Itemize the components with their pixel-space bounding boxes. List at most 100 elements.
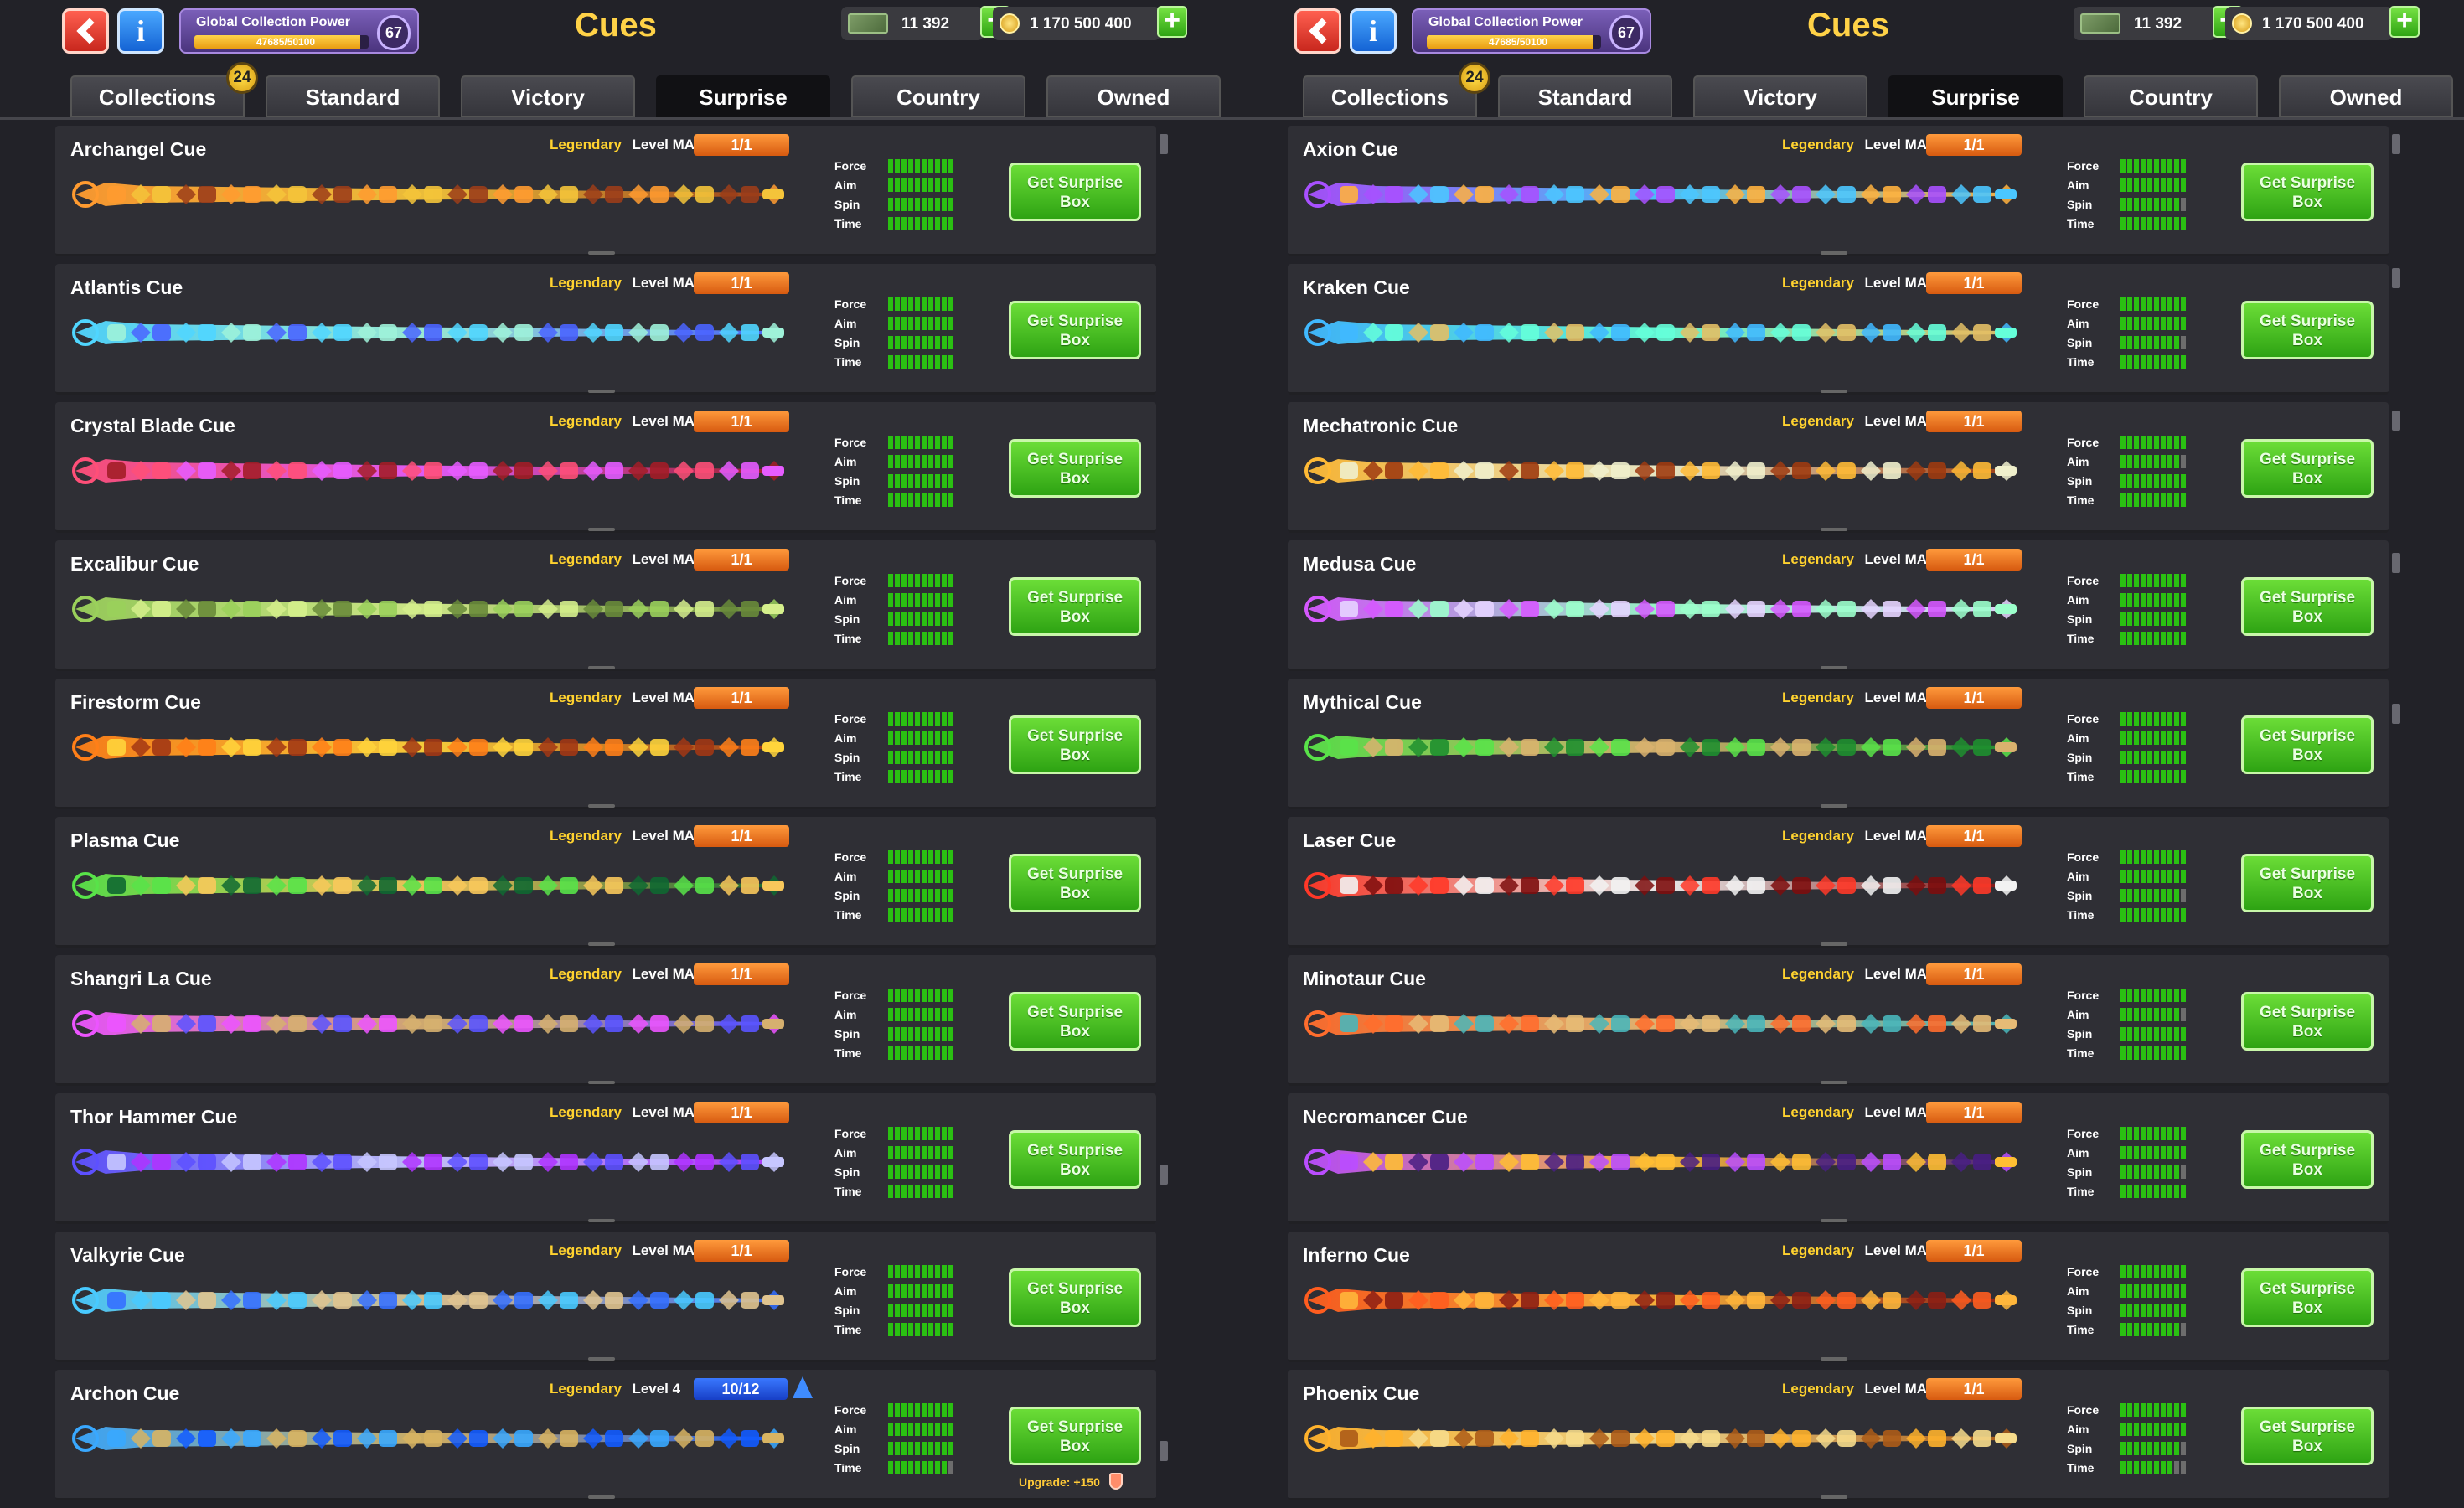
- drag-handle[interactable]: [588, 1495, 615, 1499]
- cue-row[interactable]: Minotaur Cue Legendary Level MAX 1/1 For…: [1288, 955, 2389, 1086]
- scrollbar[interactable]: [2392, 134, 2400, 1508]
- drag-handle[interactable]: [1821, 804, 1847, 808]
- back-button[interactable]: [62, 8, 109, 54]
- cue-row[interactable]: Mythical Cue Legendary Level MAX 1/1 For…: [1288, 679, 2389, 809]
- get-surprise-box-button[interactable]: Get Surprise Box: [1009, 854, 1141, 912]
- info-button[interactable]: i: [117, 8, 164, 54]
- drag-handle[interactable]: [1821, 1081, 1847, 1084]
- cue-row[interactable]: Thor Hammer Cue Legendary Level MAX 1/1 …: [55, 1093, 1156, 1224]
- cue-row[interactable]: Shangri La Cue Legendary Level MAX 1/1 F…: [55, 955, 1156, 1086]
- tab-victory[interactable]: Victory: [461, 75, 635, 117]
- stat-segment: [2161, 574, 2166, 587]
- get-surprise-box-button[interactable]: Get Surprise Box: [1009, 715, 1141, 774]
- scrollbar-thumb[interactable]: [1160, 1441, 1168, 1461]
- get-surprise-box-button[interactable]: Get Surprise Box: [1009, 163, 1141, 221]
- cue-row[interactable]: Valkyrie Cue Legendary Level MAX 1/1 For…: [55, 1232, 1156, 1362]
- get-surprise-box-button[interactable]: Get Surprise Box: [1009, 1407, 1141, 1465]
- get-surprise-box-button[interactable]: Get Surprise Box: [1009, 992, 1141, 1051]
- scrollbar-thumb[interactable]: [2392, 268, 2400, 288]
- cue-row[interactable]: Atlantis Cue Legendary Level MAX 1/1 For…: [55, 264, 1156, 395]
- stat-segment: [2161, 336, 2166, 349]
- cue-row[interactable]: Plasma Cue Legendary Level MAX 1/1 Force…: [55, 817, 1156, 948]
- get-surprise-box-button[interactable]: Get Surprise Box: [2241, 301, 2374, 359]
- scrollbar-thumb[interactable]: [1160, 1165, 1168, 1185]
- tab-country[interactable]: Country: [851, 75, 1025, 117]
- drag-handle[interactable]: [588, 942, 615, 946]
- add-coins-button[interactable]: +: [1157, 6, 1187, 38]
- cue-row[interactable]: Crystal Blade Cue Legendary Level MAX 1/…: [55, 402, 1156, 533]
- drag-handle[interactable]: [1821, 942, 1847, 946]
- stat-label: Force: [834, 850, 867, 864]
- cue-row[interactable]: Phoenix Cue Legendary Level MAX 1/1 Forc…: [1288, 1370, 2389, 1500]
- drag-handle[interactable]: [1821, 1357, 1847, 1361]
- back-button[interactable]: [1294, 8, 1341, 54]
- get-surprise-box-button[interactable]: Get Surprise Box: [2241, 1268, 2374, 1327]
- drag-handle[interactable]: [588, 1357, 615, 1361]
- tab-collections[interactable]: Collections 24: [70, 62, 258, 117]
- drag-handle[interactable]: [588, 251, 615, 255]
- cue-row[interactable]: Archon Cue Legendary Level 4 10/12 Force…: [55, 1370, 1156, 1500]
- cue-row[interactable]: Inferno Cue Legendary Level MAX 1/1 Forc…: [1288, 1232, 2389, 1362]
- drag-handle[interactable]: [1821, 390, 1847, 393]
- scrollbar[interactable]: [1160, 134, 1168, 1508]
- cue-row[interactable]: Medusa Cue Legendary Level MAX 1/1 Force…: [1288, 540, 2389, 671]
- get-surprise-box-button[interactable]: Get Surprise Box: [2241, 439, 2374, 498]
- cue-row[interactable]: Laser Cue Legendary Level MAX 1/1 Force A…: [1288, 817, 2389, 948]
- global-collection-power[interactable]: Global Collection Power 47685/50100 67: [1412, 8, 1651, 54]
- cue-row[interactable]: Kraken Cue Legendary Level MAX 1/1 Force…: [1288, 264, 2389, 395]
- tab-collections[interactable]: Collections 24: [1303, 62, 1490, 117]
- drag-handle[interactable]: [588, 666, 615, 669]
- get-surprise-box-button[interactable]: Get Surprise Box: [2241, 715, 2374, 774]
- drag-handle[interactable]: [588, 1219, 615, 1222]
- drag-handle[interactable]: [1821, 251, 1847, 255]
- tab-country[interactable]: Country: [2084, 75, 2258, 117]
- get-surprise-box-button[interactable]: Get Surprise Box: [2241, 854, 2374, 912]
- cue-ornament: [1475, 1292, 1494, 1309]
- drag-handle[interactable]: [588, 804, 615, 808]
- global-collection-power[interactable]: Global Collection Power 47685/50100 67: [179, 8, 419, 54]
- cue-row[interactable]: Mechatronic Cue Legendary Level MAX 1/1 …: [1288, 402, 2389, 533]
- cue-row[interactable]: Axion Cue Legendary Level MAX 1/1 Force A…: [1288, 126, 2389, 256]
- stat-segment: [2154, 1461, 2159, 1474]
- drag-handle[interactable]: [588, 1081, 615, 1084]
- cue-row[interactable]: Archangel Cue Legendary Level MAX 1/1 Fo…: [55, 126, 1156, 256]
- cue-ornament: [1499, 323, 1519, 343]
- drag-handle[interactable]: [588, 528, 615, 531]
- tab-victory[interactable]: Victory: [1693, 75, 1867, 117]
- get-surprise-box-button[interactable]: Get Surprise Box: [2241, 577, 2374, 636]
- scrollbar-thumb[interactable]: [1160, 134, 1168, 154]
- scrollbar-thumb[interactable]: [2392, 704, 2400, 724]
- drag-handle[interactable]: [1821, 666, 1847, 669]
- tab-owned[interactable]: Owned: [2279, 75, 2453, 117]
- stat-segment: [2174, 317, 2179, 330]
- get-surprise-box-button[interactable]: Get Surprise Box: [1009, 439, 1141, 498]
- tab-owned[interactable]: Owned: [1046, 75, 1221, 117]
- drag-handle[interactable]: [1821, 528, 1847, 531]
- get-surprise-box-button[interactable]: Get Surprise Box: [1009, 1268, 1141, 1327]
- get-surprise-box-button[interactable]: Get Surprise Box: [2241, 992, 2374, 1051]
- drag-handle[interactable]: [1821, 1219, 1847, 1222]
- cue-row[interactable]: Necromancer Cue Legendary Level MAX 1/1 …: [1288, 1093, 2389, 1224]
- get-surprise-box-button[interactable]: Get Surprise Box: [2241, 1130, 2374, 1189]
- cue-row[interactable]: Excalibur Cue Legendary Level MAX 1/1 Fo…: [55, 540, 1156, 671]
- drag-handle[interactable]: [588, 390, 615, 393]
- get-surprise-box-button[interactable]: Get Surprise Box: [1009, 301, 1141, 359]
- tab-surprise[interactable]: Surprise: [656, 75, 830, 117]
- tab-surprise[interactable]: Surprise: [1888, 75, 2063, 117]
- cue-row[interactable]: Firestorm Cue Legendary Level MAX 1/1 Fo…: [55, 679, 1156, 809]
- get-surprise-box-button[interactable]: Get Surprise Box: [2241, 1407, 2374, 1465]
- get-surprise-box-button[interactable]: Get Surprise Box: [1009, 577, 1141, 636]
- tab-standard[interactable]: Standard: [266, 75, 440, 117]
- add-coins-button[interactable]: +: [2389, 6, 2420, 38]
- stat-segment: [895, 989, 900, 1002]
- scrollbar-thumb[interactable]: [2392, 411, 2400, 431]
- get-surprise-box-button[interactable]: Get Surprise Box: [2241, 163, 2374, 221]
- drag-handle[interactable]: [1821, 1495, 1847, 1499]
- scrollbar-thumb[interactable]: [2392, 553, 2400, 573]
- info-button[interactable]: i: [1350, 8, 1397, 54]
- stat-segment: [2161, 612, 2166, 626]
- scrollbar-thumb[interactable]: [2392, 134, 2400, 154]
- stat-segment: [2167, 336, 2172, 349]
- tab-standard[interactable]: Standard: [1498, 75, 1672, 117]
- get-surprise-box-button[interactable]: Get Surprise Box: [1009, 1130, 1141, 1189]
